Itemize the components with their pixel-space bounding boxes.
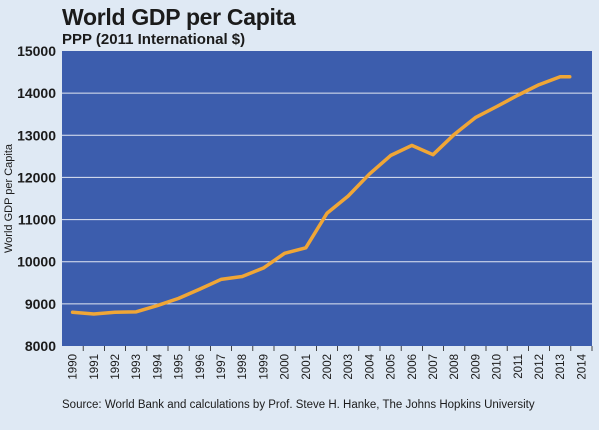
x-axis-ticks: 1990 1991 1992 1993 1994 1995 1996 1997 1998 1999…	[68, 346, 593, 380]
x-tick-label: 2007	[428, 354, 440, 380]
y-axis-ticks: 8000 9000 10000 11000 12000 13000 14000 15000	[17, 43, 56, 354]
x-tick-label: 2003	[343, 354, 355, 380]
y-tick-label: 10000	[17, 254, 56, 270]
x-tick-label: 2001	[301, 354, 313, 380]
y-tick-label: 13000	[17, 127, 56, 143]
x-tick-label: 2009	[470, 354, 482, 380]
y-tick-label: 12000	[17, 169, 56, 185]
y-tick-label: 14000	[17, 85, 56, 101]
x-tick-label: 2008	[449, 354, 461, 380]
x-tick-label: 2013	[555, 354, 567, 380]
chart-subtitle: PPP (2011 International $)	[62, 31, 246, 48]
y-axis-label: World GDP per Capita	[3, 143, 15, 253]
x-tick-label: 1996	[195, 354, 207, 380]
x-tick-label: 2002	[322, 354, 334, 380]
source-note: Source: World Bank and calculations by P…	[62, 399, 535, 411]
x-tick-label: 2010	[492, 354, 504, 380]
x-tick-label: 1998	[237, 354, 249, 380]
x-tick-label: 2006	[407, 354, 419, 380]
x-tick-label: 2000	[280, 354, 292, 380]
x-tick-label: 1990	[68, 354, 80, 380]
y-tick-label: 8000	[25, 338, 56, 354]
y-tick-label: 15000	[17, 43, 56, 59]
x-tick-label: 2004	[364, 353, 376, 379]
chart-title: World GDP per Capita	[62, 4, 296, 30]
y-tick-label: 9000	[25, 296, 56, 312]
plot-area	[62, 51, 592, 346]
series-line	[70, 74, 572, 316]
x-tick-label: 1997	[216, 354, 228, 380]
x-tick-label: 1992	[110, 354, 122, 380]
x-tick-label: 2011	[513, 354, 525, 379]
x-tick-label: 1994	[152, 353, 164, 379]
x-tick-label: 2014	[576, 353, 588, 379]
x-tick-label: 2012	[534, 354, 546, 380]
x-tick-label: 2005	[386, 354, 398, 380]
x-tick-label: 1993	[131, 354, 143, 380]
x-tick-label: 1991	[89, 354, 101, 380]
x-tick-label: 1995	[174, 354, 186, 380]
x-tick-label: 1999	[258, 354, 270, 380]
grid-lines	[62, 92, 592, 305]
y-tick-label: 11000	[18, 212, 56, 228]
